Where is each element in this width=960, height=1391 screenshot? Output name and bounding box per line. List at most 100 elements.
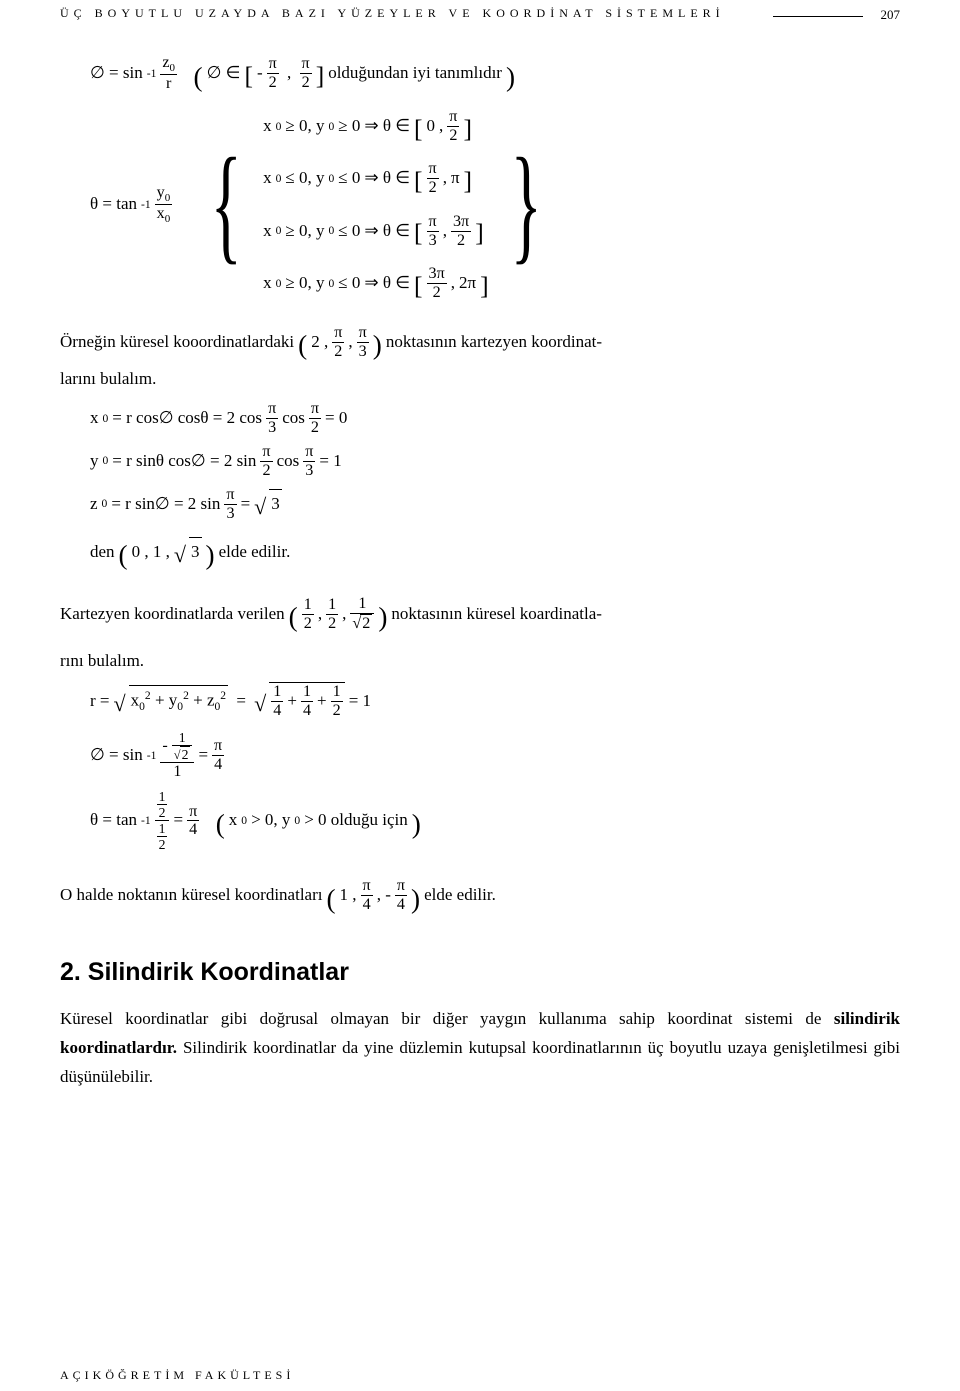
x: x <box>263 112 272 141</box>
p: π <box>357 324 369 343</box>
lb: [ <box>414 264 423 307</box>
n: 1 <box>331 683 343 702</box>
t: = 1 <box>349 687 371 716</box>
two: 2 <box>267 74 279 92</box>
p: π <box>212 737 224 756</box>
p: π <box>332 324 344 343</box>
f: π3 <box>357 324 369 361</box>
p: π <box>447 108 459 127</box>
header-rule <box>773 16 863 17</box>
pt: 2 , <box>311 328 328 357</box>
eq-y0: y0 = r sinθ cos∅ = 2 sin π2 cos π3 = 1 <box>90 443 900 480</box>
lbrak: [ <box>244 54 253 97</box>
frac-y0-x0: y0 x0 <box>155 184 173 226</box>
rp: ) <box>206 532 215 578</box>
s: 0 <box>328 117 334 137</box>
lp: ( <box>289 594 298 640</box>
t: = 1 <box>319 447 341 476</box>
t: θ = tan <box>90 806 137 835</box>
right-brace: } <box>510 146 541 263</box>
pi: π <box>267 55 279 74</box>
n: 1 <box>157 821 168 837</box>
s: 0 <box>328 169 334 189</box>
p: π <box>224 486 236 505</box>
d: 3 <box>224 505 236 523</box>
page-number: 207 <box>881 7 901 23</box>
eq-x0: x0 = r cos∅ cosθ = 2 cos π3 cos π2 = 0 <box>90 400 900 437</box>
t: ≥ 0, y <box>285 112 324 141</box>
d: 4 <box>395 896 407 914</box>
d: 2 <box>326 615 338 633</box>
y: y <box>157 184 165 201</box>
lb: [ <box>414 159 423 202</box>
txt: θ = tan <box>90 190 137 219</box>
p: π <box>187 803 199 822</box>
rad: √ <box>174 536 186 574</box>
frac-z0-r: z0 r <box>160 54 177 93</box>
p: π <box>427 160 439 179</box>
t: Kartezyen koordinatlarda verilen <box>60 600 285 629</box>
f: π4 <box>395 877 407 914</box>
p: π <box>266 400 278 419</box>
rb: ] <box>464 159 473 202</box>
pi: π <box>300 55 312 74</box>
f: π2 <box>427 160 439 197</box>
case-1: x0 ≥ 0, y0 ≥ 0 ⇒ θ ∈ [ 0 , π2 ] <box>263 105 489 148</box>
sup: -1 <box>147 746 157 766</box>
lp: ( <box>119 532 128 578</box>
d: 4 <box>212 756 224 774</box>
x: x <box>157 205 165 222</box>
r3: 3 <box>269 489 282 519</box>
d: 2 <box>260 462 272 480</box>
s: 0 <box>276 117 282 137</box>
d: 1 <box>160 763 194 781</box>
minus: - <box>257 59 263 88</box>
s: 0 <box>103 409 109 429</box>
s: 0 <box>276 274 282 294</box>
d: 2 <box>331 702 343 720</box>
r2: 2 <box>180 746 191 762</box>
s: 0 <box>102 494 108 514</box>
rad: √ <box>254 685 266 723</box>
d: 3 <box>427 232 439 250</box>
d: 4 <box>271 702 283 720</box>
page-content: ∅ = sin-1 z0 r ( ∅ ∈ [ - π2 , π2 ] olduğ… <box>60 23 900 1092</box>
d: 2 <box>309 419 321 437</box>
sq: 2 <box>145 689 151 702</box>
x: x <box>263 164 272 193</box>
t: > 0, y <box>251 806 290 835</box>
n: 1 <box>157 789 168 805</box>
lb: [ <box>414 107 423 150</box>
f: 3π2 <box>427 265 447 302</box>
p: π <box>395 877 407 896</box>
case-2: x0 ≤ 0, y0 ≤ 0 ⇒ θ ∈ [ π2 , π ] <box>263 157 489 200</box>
p: π <box>427 213 439 232</box>
n: 1 <box>271 683 283 702</box>
sq: 2 <box>220 689 226 702</box>
t: = r sin∅ = 2 sin <box>111 490 220 519</box>
d: 4 <box>301 702 313 720</box>
f: π2 <box>260 443 272 480</box>
p: π <box>303 443 315 462</box>
x: x <box>263 269 272 298</box>
f: 3π2 <box>451 213 471 250</box>
rad: √ <box>114 685 126 723</box>
eq-theta-def: θ = tan-1 y0 x0 { x0 ≥ 0, y0 ≥ 0 ⇒ θ ∈ [… <box>90 103 900 307</box>
rb: ] <box>475 211 484 254</box>
s: 0 <box>276 169 282 189</box>
rb: ] <box>480 264 489 307</box>
lp: ( <box>326 876 335 922</box>
t: = 0 <box>325 404 347 433</box>
section-heading: 2. Silindirik Koordinatlar <box>60 951 900 994</box>
d: 2 <box>157 805 168 820</box>
d: 4 <box>187 821 199 839</box>
d: 2 <box>447 127 459 145</box>
case-4: x0 ≥ 0, y0 ≤ 0 ⇒ θ ∈ [ 3π2 , 2π ] <box>263 262 489 305</box>
f: π2 <box>447 108 459 145</box>
lparen: ( <box>194 54 203 100</box>
d: 3 <box>266 419 278 437</box>
z: z <box>90 490 98 519</box>
s: 0 <box>241 811 247 831</box>
t: 1 , <box>340 881 357 910</box>
eq-den: den ( 0 , 1 , √3 ) elde edilir. <box>90 529 900 575</box>
